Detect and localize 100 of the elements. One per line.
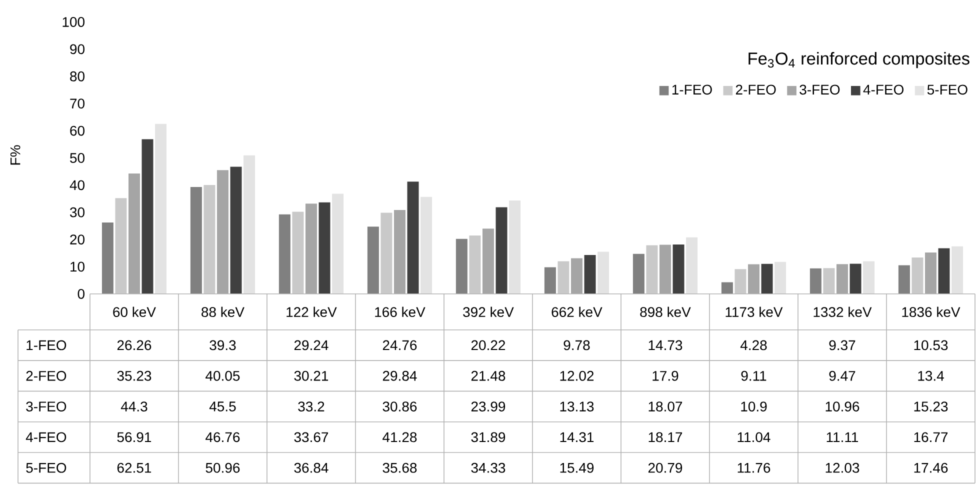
y-tick-label: 90 — [70, 44, 84, 54]
x-tick-label: 122 keV — [286, 306, 337, 318]
data-label: 18.17 — [648, 432, 682, 442]
bar — [863, 261, 875, 294]
legend-label: 4-FEO — [863, 84, 904, 95]
data-label: 62.51 — [117, 462, 152, 473]
bar — [456, 239, 468, 294]
bar — [278, 214, 290, 294]
x-tick-label: 88 keV — [202, 306, 244, 318]
bar — [912, 258, 924, 294]
bar — [142, 139, 154, 294]
bar — [598, 252, 610, 294]
x-tick-label: 1332 keV — [814, 306, 872, 318]
data-label: 39.3 — [210, 340, 236, 350]
bar — [244, 155, 256, 294]
bar — [367, 226, 379, 294]
x-tick-label: 392 keV — [463, 306, 514, 318]
bar — [898, 265, 910, 294]
data-label: 45.5 — [209, 402, 236, 412]
data-label: 29.84 — [382, 371, 417, 381]
bar — [952, 246, 964, 294]
x-tick-label: 1173 keV — [726, 306, 783, 318]
data-label: 20.22 — [471, 340, 506, 350]
data-label: 36.84 — [294, 462, 328, 473]
bar — [544, 267, 556, 294]
y-tick-label: 10 — [70, 262, 84, 272]
data-label: 14.73 — [648, 340, 682, 350]
bar — [584, 255, 596, 294]
y-tick-label: 50 — [70, 153, 84, 163]
data-label: 14.31 — [560, 432, 594, 442]
data-label: 15.49 — [560, 462, 594, 473]
x-tick-label: 898 keV — [640, 306, 691, 318]
data-label: 17.9 — [652, 371, 678, 381]
legend-label: 1-FEO — [672, 84, 712, 95]
data-label: 10.53 — [914, 340, 948, 350]
data-label: 9.37 — [829, 340, 856, 350]
data-label: 30.86 — [382, 402, 417, 412]
bar — [836, 264, 848, 294]
x-tick-label: 60 keV — [113, 306, 156, 318]
y-tick-label: 100 — [62, 17, 84, 28]
data-label: 34.33 — [471, 462, 506, 473]
y-tick-label: 0 — [78, 289, 84, 299]
bar — [748, 264, 760, 294]
text: 4-FEO — [26, 432, 66, 442]
data-label: 11.76 — [738, 462, 770, 473]
y-tick-label: 20 — [70, 234, 84, 245]
text: 1-FEO — [26, 340, 66, 350]
data-label: 24.76 — [382, 340, 417, 350]
bar — [332, 194, 344, 294]
data-label: 46.76 — [206, 432, 240, 442]
y-tick-label: 70 — [70, 98, 84, 109]
data-label: 30.21 — [294, 371, 328, 381]
x-tick-label: 662 keV — [552, 306, 602, 318]
bar — [420, 196, 432, 294]
data-label: 44.3 — [120, 402, 148, 412]
bar — [128, 174, 140, 294]
data-label: 9.11 — [741, 371, 766, 381]
data-label: 23.99 — [471, 402, 506, 412]
bar — [204, 185, 216, 294]
text: 2-FEO — [26, 371, 66, 381]
data-label: 56.91 — [117, 432, 152, 442]
bar — [774, 262, 786, 294]
bar — [721, 282, 733, 294]
bar — [810, 268, 822, 294]
data-label: 16.77 — [914, 432, 948, 442]
data-label: 10.96 — [826, 402, 860, 412]
bar — [394, 210, 406, 294]
text: 3-FEO — [26, 402, 66, 412]
y-tick-label: 30 — [70, 207, 84, 218]
bar — [216, 170, 228, 294]
bar — [761, 264, 773, 294]
bar — [407, 182, 419, 294]
data-label: 13.4 — [918, 371, 944, 381]
bar — [292, 212, 304, 294]
bar — [925, 252, 936, 294]
data-label: 9.78 — [564, 340, 590, 350]
data-label: 50.96 — [206, 462, 240, 473]
data-label: 29.24 — [294, 340, 328, 350]
data-label: 21.48 — [471, 371, 506, 381]
bar — [482, 228, 494, 294]
data-label: 10.9 — [741, 402, 767, 412]
y-axis-title: F% — [10, 145, 20, 165]
bar — [632, 254, 644, 294]
data-label: 26.26 — [117, 340, 152, 350]
data-label: 33.2 — [298, 402, 324, 412]
data-label: 33.67 — [294, 432, 328, 442]
data-label: 13.13 — [560, 402, 594, 412]
bar — [496, 207, 508, 294]
y-tick-label: 80 — [70, 72, 84, 82]
data-label: 12.03 — [826, 462, 860, 473]
bar — [570, 258, 582, 294]
bar — [102, 222, 114, 294]
bar — [686, 237, 698, 294]
bar — [850, 264, 862, 294]
bar — [558, 261, 570, 294]
bar — [155, 124, 167, 294]
legend-label: 3-FEO — [800, 84, 840, 95]
legend-title: Fe$_{3}$O$_{4}$ reinforced composites — [748, 52, 970, 68]
bar — [190, 187, 202, 294]
data-label: 41.28 — [382, 432, 417, 442]
